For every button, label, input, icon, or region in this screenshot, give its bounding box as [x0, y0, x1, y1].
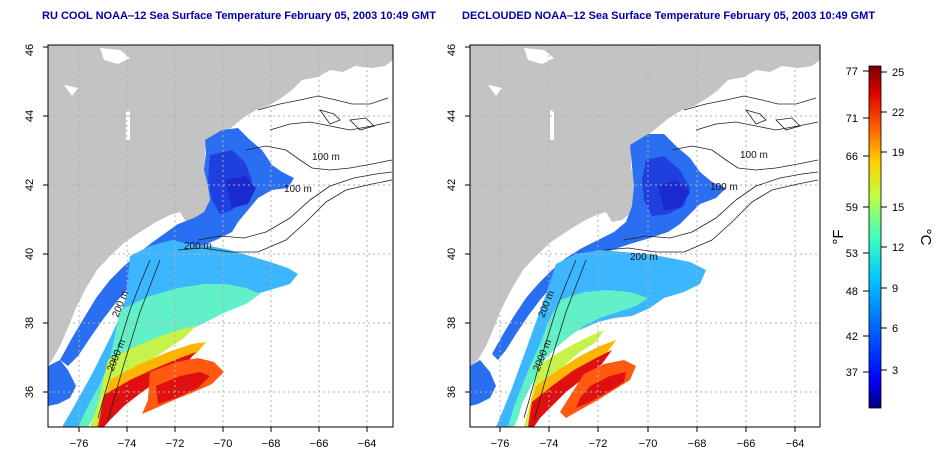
x-tick-label: −66: [310, 438, 329, 450]
x-tick-label: −74: [540, 438, 559, 450]
colorbar-c-labels: 25 22 19 15 12 9 6 3: [892, 67, 904, 377]
celsius-tick: 15: [892, 202, 904, 214]
left-plot-frame: [47, 44, 394, 428]
fahrenheit-tick: 37: [846, 367, 858, 379]
celsius-tick: 3: [892, 365, 898, 377]
x-tick-label: −70: [214, 438, 233, 450]
right-plot-frame: [469, 44, 821, 428]
left-x-tick-labels: −76 −74 −72 −70 −68 −66 −64: [70, 438, 377, 450]
celsius-tick: 22: [892, 107, 904, 119]
right-bathymetry-contours: [523, 95, 819, 421]
x-tick-label: −64: [358, 438, 377, 450]
y-tick-label: 46: [24, 44, 36, 56]
y-tick-label: 38: [446, 317, 458, 329]
y-tick-label: 42: [446, 179, 458, 191]
left-y-tick-labels: 36 38 40 42 44 46: [24, 44, 36, 398]
fahrenheit-tick: 66: [846, 151, 858, 163]
contour-label: 100 m: [312, 152, 340, 163]
left-axis-ticks: [43, 46, 368, 432]
x-tick-label: −64: [786, 438, 805, 450]
y-tick-label: 44: [24, 110, 36, 122]
fahrenheit-tick: 77: [846, 66, 858, 78]
y-tick-label: 40: [24, 248, 36, 260]
celsius-tick: 9: [892, 283, 898, 295]
right-axis-ticks: [465, 46, 796, 432]
y-tick-label: 36: [24, 386, 36, 398]
left-bathymetry-contours: [97, 95, 393, 421]
left-map-panel: 100 m 100 m 200 m 200 m 2000 m: [48, 45, 393, 427]
fahrenheit-tick: 53: [846, 248, 858, 260]
y-tick-label: 36: [446, 386, 458, 398]
x-tick-label: −66: [737, 438, 756, 450]
left-panel-title: RU COOL NOAA‒12 Sea Surface Temperature …: [42, 10, 436, 22]
fahrenheit-tick: 42: [846, 331, 858, 343]
contour-label: 200 m: [184, 241, 212, 252]
left-land: [48, 45, 393, 366]
right-grid: [470, 45, 820, 427]
y-tick-label: 44: [446, 110, 458, 122]
celsius-tick: 12: [892, 242, 904, 254]
right-x-tick-labels: −76 −74 −72 −70 −68 −66 −64: [491, 438, 805, 450]
y-tick-label: 38: [24, 317, 36, 329]
y-tick-label: 46: [446, 44, 458, 56]
celsius-tick: 25: [892, 67, 904, 79]
contour-label: 100 m: [284, 184, 312, 195]
y-tick-label: 40: [446, 248, 458, 260]
colorbar-fahrenheit-unit: °F: [830, 229, 847, 244]
x-tick-label: −68: [262, 438, 281, 450]
x-tick-label: −70: [639, 438, 658, 450]
right-y-tick-labels: 36 38 40 42 44 46: [446, 44, 458, 398]
colorbar-f-labels: 77 71 66 59 53 48 42 37: [846, 66, 858, 379]
colorbar-celsius-unit: °C: [917, 229, 934, 246]
temperature-colorbar: [868, 65, 882, 409]
x-tick-label: −72: [589, 438, 608, 450]
right-panel-title: DECLOUDED NOAA‒12 Sea Surface Temperatur…: [462, 10, 876, 22]
fahrenheit-tick: 71: [846, 113, 858, 125]
contour-label: 200 m: [630, 252, 658, 263]
right-map-panel: 100 m 100 m 200 m 200 m 2000 m: [470, 45, 820, 427]
right-land: [470, 45, 820, 366]
x-tick-label: −68: [688, 438, 707, 450]
celsius-tick: 6: [892, 323, 898, 335]
y-tick-label: 42: [24, 179, 36, 191]
fahrenheit-tick: 48: [846, 286, 858, 298]
x-tick-label: −76: [491, 438, 510, 450]
contour-label: 100 m: [740, 150, 768, 161]
fahrenheit-tick: 59: [846, 202, 858, 214]
colorbar-ticks: [863, 70, 887, 373]
x-tick-label: −72: [166, 438, 185, 450]
x-tick-label: −74: [118, 438, 137, 450]
x-tick-label: −76: [70, 438, 89, 450]
celsius-tick: 19: [892, 147, 904, 159]
contour-label: 100 m: [710, 182, 738, 193]
